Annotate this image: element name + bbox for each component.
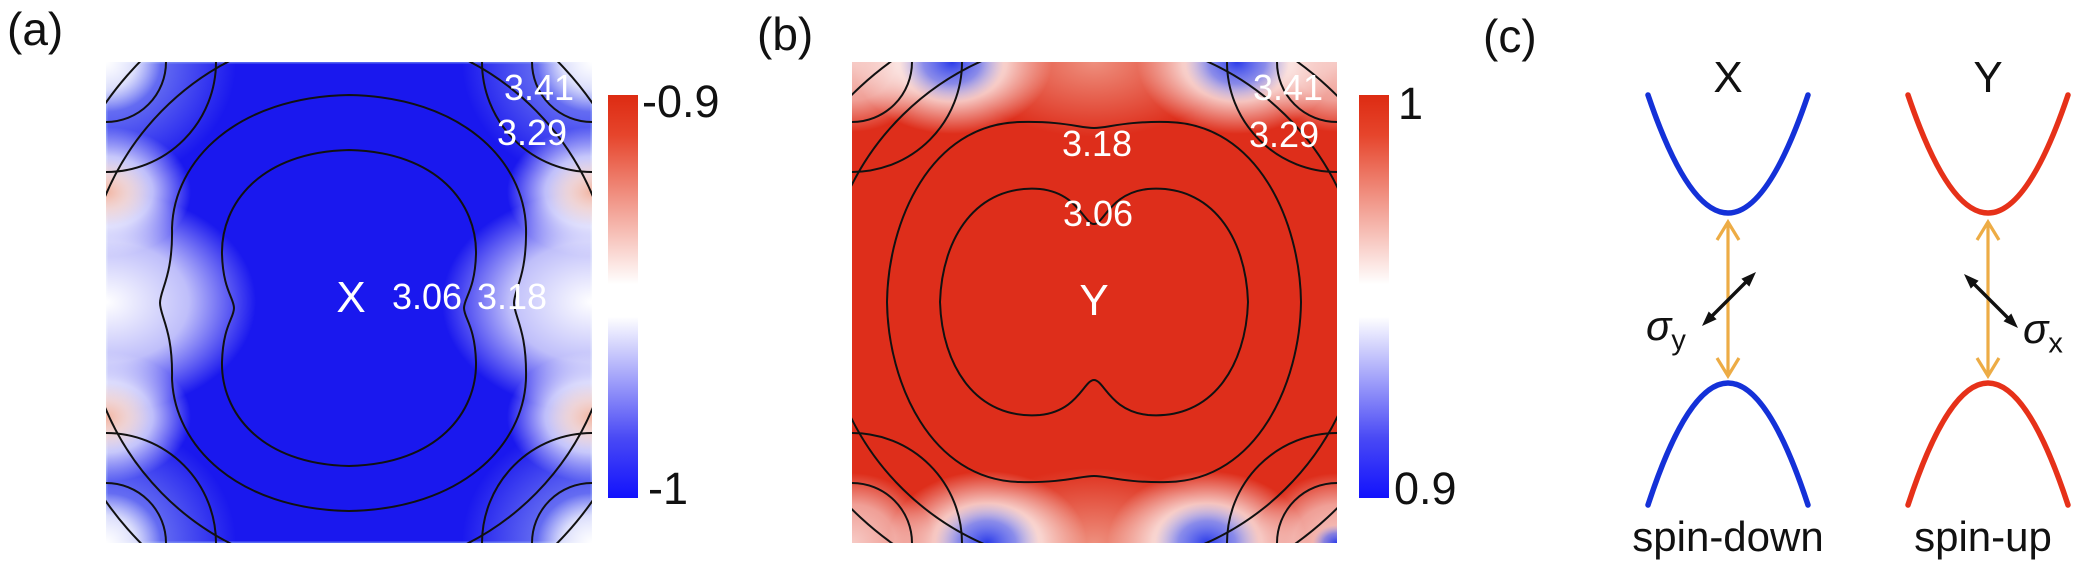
contour-line bbox=[852, 482, 913, 543]
contour-line bbox=[1276, 62, 1337, 123]
contour-label-329: 3.29 bbox=[497, 112, 567, 153]
contour-line bbox=[106, 482, 167, 543]
point-label-x: X bbox=[336, 273, 365, 322]
contour-line bbox=[106, 62, 167, 123]
sigma-sub: y bbox=[1671, 324, 1686, 357]
colorbar-a-bottom-label: -1 bbox=[648, 463, 689, 514]
contour-label-306: 3.06 bbox=[392, 276, 462, 317]
colorbar-a-top-label: -0.9 bbox=[642, 76, 720, 127]
valence-band-x bbox=[1645, 380, 1811, 508]
colorbar-b-top-label: 1 bbox=[1398, 78, 1424, 129]
contour-label-341: 3.41 bbox=[1253, 67, 1323, 108]
point-label-y: Y bbox=[1079, 276, 1108, 325]
sigma-sub: x bbox=[2048, 327, 2063, 360]
contour-line bbox=[481, 432, 592, 543]
contour-line bbox=[885, 120, 1303, 484]
contour-line bbox=[1226, 62, 1337, 173]
contour-line bbox=[1226, 432, 1337, 543]
conduction-band-x bbox=[1645, 92, 1811, 216]
sigma-x-label: σx bbox=[2023, 308, 2063, 358]
heatmap-a-labels: 3.41 3.29 X 3.06 3.18 bbox=[336, 67, 574, 322]
contour-label-318: 3.18 bbox=[477, 276, 547, 317]
polarization-arrow-icon bbox=[1702, 272, 1756, 326]
band-diagram bbox=[1645, 92, 2071, 508]
contour-line bbox=[852, 62, 913, 123]
colorbar-b-bottom-label: 0.9 bbox=[1394, 463, 1457, 514]
contour-line bbox=[1276, 482, 1337, 543]
heatmap-b-labels: 3.41 3.29 3.18 3.06 Y bbox=[1062, 67, 1323, 325]
band-group-x bbox=[1645, 92, 1811, 508]
contour-line bbox=[531, 62, 592, 123]
conduction-band-y bbox=[1905, 92, 2071, 216]
panel-c-label: (c) bbox=[1483, 10, 1537, 62]
contour-line bbox=[481, 62, 592, 173]
heatmap-b: 3.41 3.29 3.18 3.06 Y bbox=[852, 62, 1337, 543]
heatmap-a-contours bbox=[106, 62, 592, 543]
contour-line bbox=[852, 62, 963, 173]
contour-line bbox=[106, 62, 217, 173]
contour-line bbox=[106, 432, 217, 543]
contour-line bbox=[938, 187, 1250, 417]
contour-label-318: 3.18 bbox=[1062, 123, 1132, 164]
contour-line bbox=[531, 482, 592, 543]
sigma-char: σ bbox=[2023, 305, 2049, 352]
sigma-y-label: σy bbox=[1646, 305, 1686, 355]
valley-title-y: Y bbox=[1973, 53, 2003, 102]
valence-band-y bbox=[1905, 380, 2071, 508]
contour-line bbox=[220, 148, 478, 468]
contour-label-329: 3.29 bbox=[1249, 114, 1319, 155]
valley-title-x: X bbox=[1713, 53, 1743, 102]
contour-line bbox=[158, 93, 528, 513]
panel-a-label: (a) bbox=[7, 3, 64, 55]
colorbar-b bbox=[1359, 95, 1389, 498]
panel-b-label: (b) bbox=[757, 8, 814, 60]
contour-label-341: 3.41 bbox=[504, 67, 574, 108]
spin-down-caption: spin-down bbox=[1632, 513, 1824, 560]
heatmap-b-contours bbox=[852, 62, 1337, 543]
contour-line bbox=[852, 432, 963, 543]
band-group-y bbox=[1905, 92, 2071, 508]
contour-label-306: 3.06 bbox=[1063, 193, 1133, 234]
sigma-char: σ bbox=[1646, 302, 1672, 349]
spin-up-caption: spin-up bbox=[1914, 513, 2052, 560]
colorbar-a bbox=[608, 95, 638, 498]
heatmap-a: 3.41 3.29 X 3.06 3.18 bbox=[106, 62, 592, 543]
polarization-arrow-icon bbox=[1964, 274, 2018, 328]
heatmap-a-field bbox=[106, 62, 592, 543]
